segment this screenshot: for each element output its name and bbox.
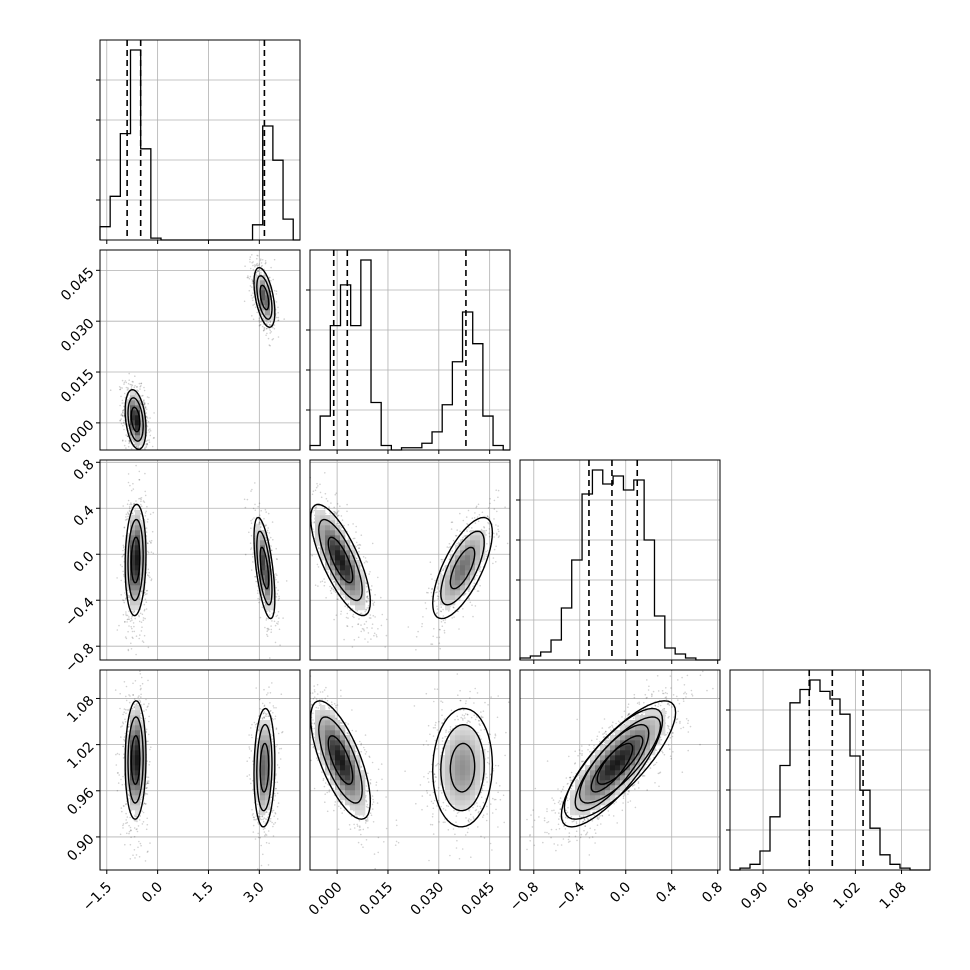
panel-frame [729,669,931,871]
grid [310,460,510,660]
panel-frame [519,459,721,661]
panel-3-2: −0.8 −0.4 0.0 0.4 0.8 [507,669,726,915]
grid [100,250,300,450]
panel-frame [99,459,301,661]
x-tick-label: 0.000 [306,879,346,919]
panel-3-3: 0.90 0.96 1.02 1.08 [726,669,931,913]
x-tick-label: 0.4 [653,879,680,906]
y-tick-label: 0.8 [71,457,98,484]
grid [520,460,720,660]
histogram-p0 [99,49,300,241]
y-tick-label: 0.000 [58,417,98,457]
density-shading [315,705,486,816]
y-tick-label: −0.8 [62,641,97,676]
x-tick-label: 3.0 [241,879,268,906]
panel-2-1 [309,459,511,661]
x-tick-label: 0.90 [738,879,771,912]
density-shading [125,705,276,816]
y-tick-label: 0.030 [58,316,98,356]
panel-2-0: −0.8 −0.4 0.0 0.4 0.8 [62,457,301,676]
x-tick-label: 0.045 [458,879,498,919]
panel-2-2 [516,459,721,664]
panel-frame [99,669,301,871]
y-tick-label: 0.045 [58,265,98,305]
y-tick-label: 0.0 [71,549,98,576]
y-tick-label: 1.08 [64,693,97,726]
panel-frame [309,249,511,451]
contours [560,700,677,828]
x-tick-label: 0.0 [607,879,634,906]
contours [309,700,494,828]
x-tick-label: 1.02 [831,879,864,912]
y-tick-label: 0.4 [71,503,98,530]
x-tick-label: −0.8 [507,879,542,914]
panel-frame [519,669,721,871]
panel-1-1 [306,249,511,454]
contours [124,700,276,828]
x-tick-label: −0.4 [553,879,588,914]
panel-frame [99,249,301,451]
panel-3-1: 0.000 0.015 0.030 0.045 [306,669,511,919]
y-tick-label: 0.96 [64,785,97,818]
y-tick-label: 1.02 [64,739,97,772]
contours [124,266,276,451]
contours [309,503,494,620]
grid [730,670,930,870]
x-tick-label: −1.5 [80,879,115,914]
panel-frame [99,39,301,241]
grid [310,250,510,450]
histogram-p3 [730,679,930,871]
panel-1-0: 0.000 0.015 0.030 0.045 [58,249,301,457]
x-tick-label: 0.96 [784,879,817,912]
density-shading [125,510,276,611]
x-tick-label: 0.015 [357,879,397,919]
x-tick-label: 1.5 [190,879,217,906]
x-tick-label: 1.08 [877,879,910,912]
density-shading [315,510,486,611]
x-tick-label: 0.0 [139,879,166,906]
y-tick-label: 0.015 [58,366,98,406]
contours [124,503,276,620]
histogram-p2 [519,469,720,661]
panel-3-0: 0.90 0.96 1.02 1.08 −1.5 0.0 1.5 3.0 [64,669,301,915]
y-tick-label: −0.4 [62,595,97,630]
x-tick-label: 0.8 [699,879,726,906]
histogram-p1 [309,259,510,451]
panel-0-0 [96,39,301,244]
grid [100,40,300,240]
x-tick-label: 0.030 [408,879,448,919]
panel-frame [309,459,511,661]
panel-frame [309,669,511,871]
y-tick-label: 0.90 [64,831,97,864]
